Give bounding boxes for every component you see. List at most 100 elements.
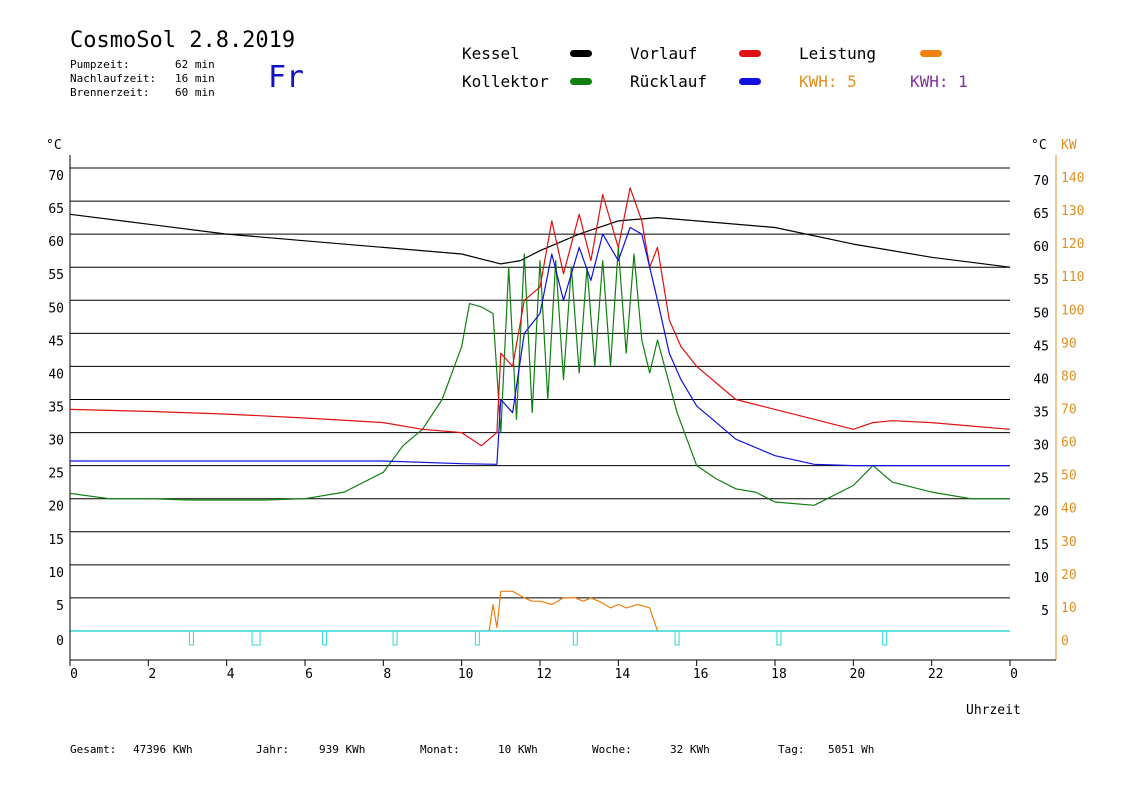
footer-monat-label: Monat: (420, 743, 460, 756)
footer-monat-value: 10 KWh (498, 743, 538, 756)
x-tick-2: 4 (227, 667, 235, 682)
y-tick-left-15: 15 (48, 533, 64, 548)
chart-title: CosmoSol 2.8.2019 (70, 28, 296, 53)
y-tick-kw-10: 10 (1061, 601, 1077, 616)
legend-kessel-swatch (570, 50, 592, 57)
footer-jahr-label: Jahr: (256, 743, 290, 756)
y-tick-kw-120: 120 (1061, 237, 1084, 252)
y-axis-left-unit: °C (46, 138, 62, 153)
y-tick-right-45: 45 (1033, 339, 1049, 354)
stat-brennerzeit-value: 60 min (175, 86, 215, 99)
y-axis-kw-unit: KW (1061, 138, 1077, 153)
stat-pumpzeit-value: 62 min (175, 58, 215, 71)
y-tick-left-70: 70 (48, 169, 64, 184)
y-tick-right-65: 65 (1033, 207, 1049, 222)
weekday-label: Fr (268, 60, 305, 95)
stat-nachlaufzeit-label: Nachlaufzeit: (70, 72, 157, 85)
legend-leistung-swatch (920, 50, 942, 57)
y-tick-kw-130: 130 (1061, 204, 1084, 219)
y-tick-kw-80: 80 (1061, 369, 1077, 384)
x-tick-5: 10 (458, 667, 474, 682)
y-tick-kw-40: 40 (1061, 502, 1077, 517)
legend-kollektor-swatch (570, 78, 592, 85)
y-tick-kw-30: 30 (1061, 535, 1077, 550)
x-tick-11: 22 (928, 667, 944, 682)
legend-ruecklauf-label: Rücklauf (630, 72, 708, 91)
legend-vorlauf-label: Vorlauf (630, 44, 698, 63)
y-tick-left-50: 50 (48, 301, 64, 316)
y-tick-left-0: 0 (56, 634, 64, 649)
x-tick-7: 14 (615, 667, 631, 682)
pump-marker-8 (882, 630, 888, 646)
footer-jahr-value: 939 KWh (319, 743, 366, 756)
y-tick-kw-20: 20 (1061, 568, 1077, 583)
footer-woche-value: 32 KWh (670, 743, 710, 756)
y-tick-right-60: 60 (1033, 240, 1049, 255)
legend-kwh-1: KWH: 5 (799, 72, 857, 91)
y-tick-right-25: 25 (1033, 472, 1049, 487)
series-line-leistung (488, 590, 659, 632)
chart-bars (188, 630, 888, 646)
y-tick-kw-140: 140 (1061, 171, 1084, 186)
y-tick-right-30: 30 (1033, 439, 1049, 454)
chart-grid (70, 167, 1010, 632)
y-tick-right-5: 5 (1041, 604, 1049, 619)
y-tick-kw-110: 110 (1061, 270, 1084, 285)
y-tick-left-40: 40 (48, 367, 64, 382)
pump-marker-6 (674, 630, 680, 646)
y-tick-left-35: 35 (48, 401, 64, 416)
footer-tag-value: 5051 Wh (828, 743, 875, 756)
y-tick-left-30: 30 (48, 434, 64, 449)
x-tick-1: 2 (148, 667, 156, 682)
pump-marker-7 (776, 630, 782, 646)
y-tick-right-55: 55 (1033, 273, 1049, 288)
y-tick-right-50: 50 (1033, 306, 1049, 321)
x-tick-4: 8 (383, 667, 391, 682)
legend-kessel-label: Kessel (462, 44, 520, 63)
series-line-vorlauf (69, 187, 1011, 447)
footer-woche-label: Woche: (592, 743, 632, 756)
series-line-ruecklauf (70, 226, 1010, 467)
y-tick-right-40: 40 (1033, 372, 1049, 387)
y-tick-kw-60: 60 (1061, 436, 1077, 451)
y-tick-right-20: 20 (1033, 505, 1049, 520)
x-tick-8: 16 (693, 667, 709, 682)
chart-labels: 0510152025303540455055606570510152025303… (46, 138, 1084, 718)
y-tick-kw-0: 0 (1061, 634, 1069, 649)
chart-axes (69, 155, 1057, 666)
x-tick-3: 6 (305, 667, 313, 682)
y-tick-kw-50: 50 (1061, 469, 1077, 484)
pump-marker-0 (188, 630, 194, 646)
pump-marker-2 (322, 630, 328, 646)
x-tick-9: 18 (771, 667, 787, 682)
x-tick-12: 0 (1010, 667, 1018, 682)
x-tick-10: 20 (850, 667, 866, 682)
y-tick-right-15: 15 (1033, 538, 1049, 553)
pump-marker-3 (392, 630, 398, 646)
legend-ruecklauf-swatch (739, 78, 761, 85)
legend-kwh-2: KWH: 1 (910, 72, 968, 91)
legend-vorlauf-swatch (739, 50, 761, 57)
y-tick-kw-70: 70 (1061, 403, 1077, 418)
y-tick-right-10: 10 (1033, 571, 1049, 586)
y-tick-left-45: 45 (48, 334, 64, 349)
y-tick-left-65: 65 (48, 202, 64, 217)
x-tick-6: 12 (536, 667, 552, 682)
stat-nachlaufzeit-value: 16 min (175, 72, 215, 85)
y-tick-left-60: 60 (48, 235, 64, 250)
y-tick-kw-100: 100 (1061, 303, 1084, 318)
stat-pumpzeit-label: Pumpzeit: (70, 58, 130, 71)
footer-gesamt-label: Gesamt: (70, 743, 117, 756)
y-tick-left-55: 55 (48, 268, 64, 283)
series-line-kollektor (69, 246, 1010, 506)
pump-marker-4 (474, 630, 480, 646)
stat-brennerzeit-label: Brennerzeit: (70, 86, 150, 99)
y-tick-left-5: 5 (56, 599, 64, 614)
footer-gesamt-value: 47396 KWh (133, 743, 193, 756)
y-tick-right-35: 35 (1033, 406, 1049, 421)
legend-leistung-label: Leistung (799, 44, 877, 63)
y-tick-left-25: 25 (48, 467, 64, 482)
y-tick-kw-90: 90 (1061, 336, 1077, 351)
series-line-kessel (69, 213, 1011, 268)
